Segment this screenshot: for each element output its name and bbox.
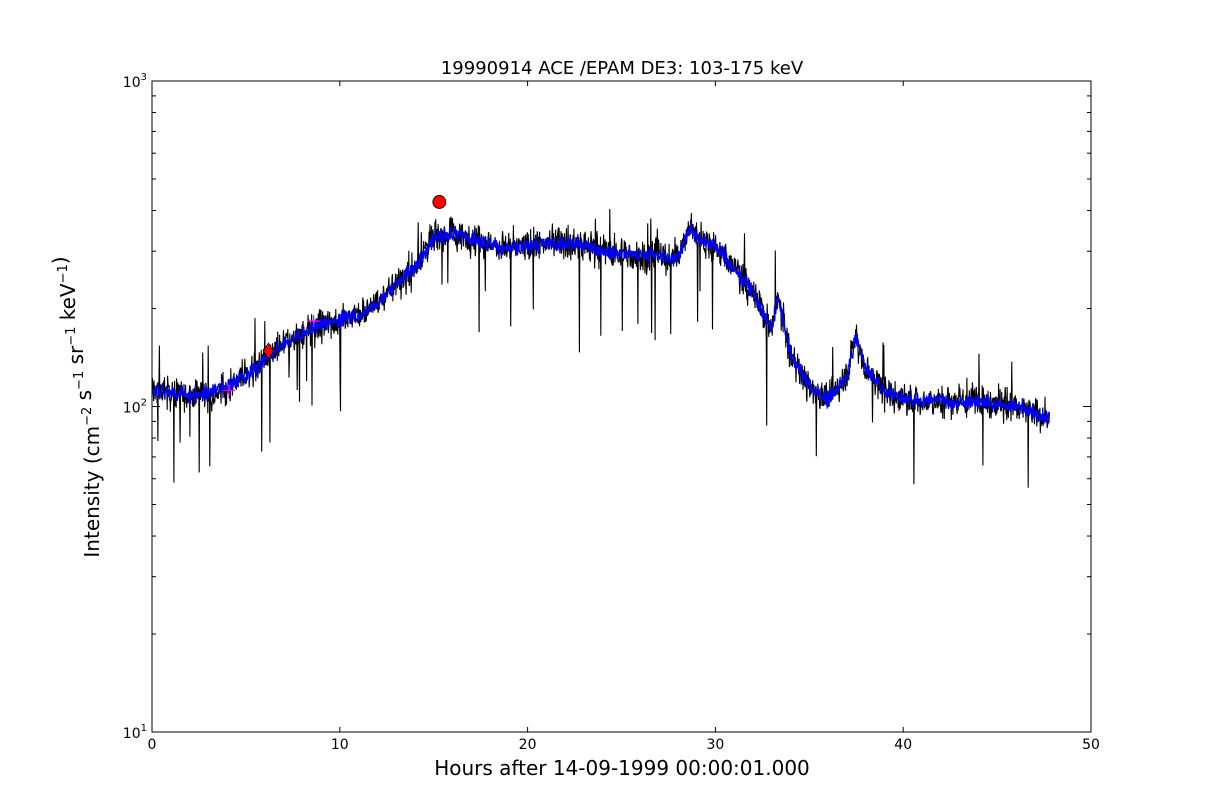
series-group	[152, 195, 1051, 488]
x-tick-label: 50	[1082, 737, 1100, 753]
x-tick-label: 20	[519, 737, 537, 753]
x-axis-label: Hours after 14-09-1999 00:00:01.000	[434, 756, 810, 780]
x-tick-label: 10	[331, 737, 349, 753]
y-axis-label: Intensity (cm−2 s−1 sr−1 keV−1)	[48, 256, 104, 557]
x-tick-label: 30	[706, 737, 724, 753]
y-tick-label: 102	[123, 398, 147, 417]
series-line-smoothed	[152, 221, 1051, 425]
marker-circle	[432, 195, 447, 209]
marker-diamond	[262, 342, 274, 360]
x-tick-label: 40	[894, 737, 912, 753]
marker-plus	[222, 384, 235, 397]
plot-area: 0 10 20 30 40 50 101 102 103	[123, 72, 1100, 753]
x-tick-label: 0	[148, 737, 157, 753]
y-tick-label: 101	[123, 723, 147, 742]
marker-plus	[307, 315, 320, 328]
y-tick-label: 103	[123, 72, 147, 91]
chart-title: 19990914 ACE /EPAM DE3: 103-175 keV	[441, 58, 804, 79]
